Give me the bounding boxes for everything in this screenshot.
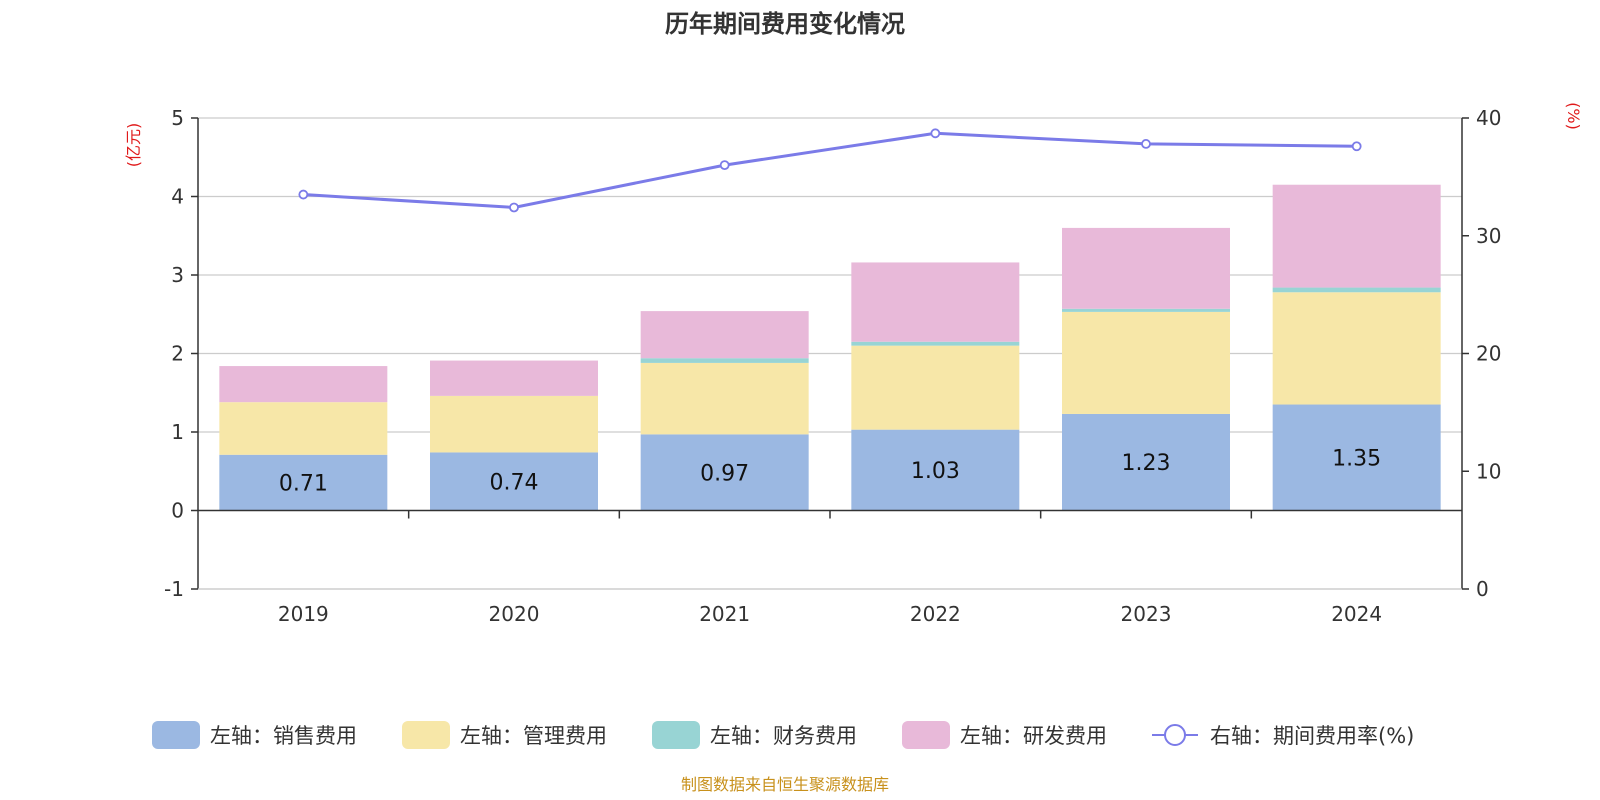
- bar-segment: [430, 395, 598, 453]
- line-point: [930, 128, 941, 139]
- legend-swatch: [402, 721, 450, 749]
- bar-segment: [640, 358, 809, 363]
- legend-label: 右轴：期间费用率(%): [1210, 724, 1414, 748]
- bar-segment: [219, 454, 388, 511]
- right-tick-label: 40: [1476, 106, 1501, 130]
- bar-segment: [1272, 287, 1441, 293]
- legend-swatch: [902, 721, 950, 749]
- legend-item[interactable]: 左轴：财务费用: [652, 721, 857, 749]
- x-tick-label: 2020: [489, 602, 540, 626]
- line-point: [1351, 141, 1362, 152]
- legend-swatch: [152, 721, 200, 749]
- data-label: 0.71: [279, 472, 328, 497]
- bar-segment: [1272, 292, 1441, 405]
- bar-segment: [1062, 227, 1230, 309]
- axes: -1 0 1 2 3 4 5 0 10 20 30 40 2019 2020 2021 2022 2023 202…: [164, 106, 1501, 626]
- bar-segment: [1062, 311, 1230, 414]
- data-label: 1.35: [1332, 447, 1381, 472]
- legend-marker: [1164, 724, 1186, 746]
- left-tick-label: 1: [171, 420, 184, 444]
- line-point: [509, 202, 519, 213]
- line-path: [303, 131, 1357, 209]
- left-tick-label: 5: [171, 106, 184, 130]
- line-point: [298, 189, 309, 200]
- line-point: [719, 160, 730, 171]
- bar-segment: [640, 362, 809, 435]
- x-tick-label: 2021: [699, 602, 750, 626]
- legend-label: 左轴：研发费用: [960, 724, 1107, 748]
- line-point: [1141, 139, 1151, 149]
- x-tick-label: 2022: [910, 602, 961, 626]
- x-tick-label: 2024: [1331, 602, 1382, 626]
- chart-title: 历年期间费用变化情况: [665, 10, 905, 38]
- legend-item[interactable]: 左轴：管理费用: [402, 721, 607, 749]
- legend-item[interactable]: 右轴：期间费用率(%): [1152, 724, 1414, 748]
- bar-segment: [430, 452, 598, 511]
- right-tick-label: 20: [1476, 342, 1501, 366]
- data-label: 0.97: [700, 461, 749, 486]
- legend: 左轴：销售费用 左轴：管理费用 左轴：财务费用 左轴：研发费用 右轴：期间费用率(%): [152, 721, 1414, 749]
- legend-swatch: [652, 721, 700, 749]
- bar-segment: [1062, 413, 1230, 511]
- bar-segment: [1272, 404, 1441, 511]
- data-labels: 0.71 0.74 0.97 1.03 1.23 1.35: [279, 447, 1381, 497]
- bar-segment: [219, 402, 388, 455]
- left-tick-label: 4: [171, 185, 184, 209]
- bar-segment: [1062, 308, 1230, 312]
- data-label: 0.74: [490, 470, 539, 495]
- legend-label: 左轴：销售费用: [210, 724, 357, 748]
- data-label: 1.23: [1122, 451, 1171, 476]
- bar-segment: [851, 262, 1020, 342]
- legend-item[interactable]: 左轴：销售费用: [152, 721, 357, 749]
- bars: [219, 184, 1441, 511]
- bar-segment: [851, 341, 1020, 346]
- bar-segment: [1272, 184, 1441, 288]
- bar-segment: [640, 434, 809, 511]
- right-tick-label: 10: [1476, 459, 1501, 483]
- left-tick-label: -1: [164, 577, 184, 601]
- right-tick-label: 0: [1476, 577, 1489, 601]
- x-tick-label: 2023: [1121, 602, 1172, 626]
- left-tick-label: 0: [171, 499, 184, 523]
- legend-item[interactable]: 左轴：研发费用: [902, 721, 1107, 749]
- bar-segment: [851, 429, 1020, 511]
- data-label: 1.03: [911, 459, 960, 484]
- x-tick-label: 2019: [278, 602, 329, 626]
- right-tick-label: 30: [1476, 224, 1501, 248]
- left-axis-unit: (亿元): [124, 123, 143, 168]
- bar-segment: [430, 360, 598, 396]
- legend-label: 左轴：管理费用: [460, 724, 607, 748]
- legend-label: 左轴：财务费用: [710, 724, 857, 748]
- bar-segment: [640, 311, 809, 359]
- left-tick-label: 3: [171, 263, 184, 287]
- right-axis-unit: (%): [1564, 102, 1583, 130]
- source-note: 制图数据来自恒生聚源数据库: [681, 775, 889, 794]
- line-series: [298, 128, 1362, 213]
- bar-segment: [851, 345, 1020, 430]
- bar-segment: [219, 366, 388, 403]
- left-tick-label: 2: [171, 342, 184, 366]
